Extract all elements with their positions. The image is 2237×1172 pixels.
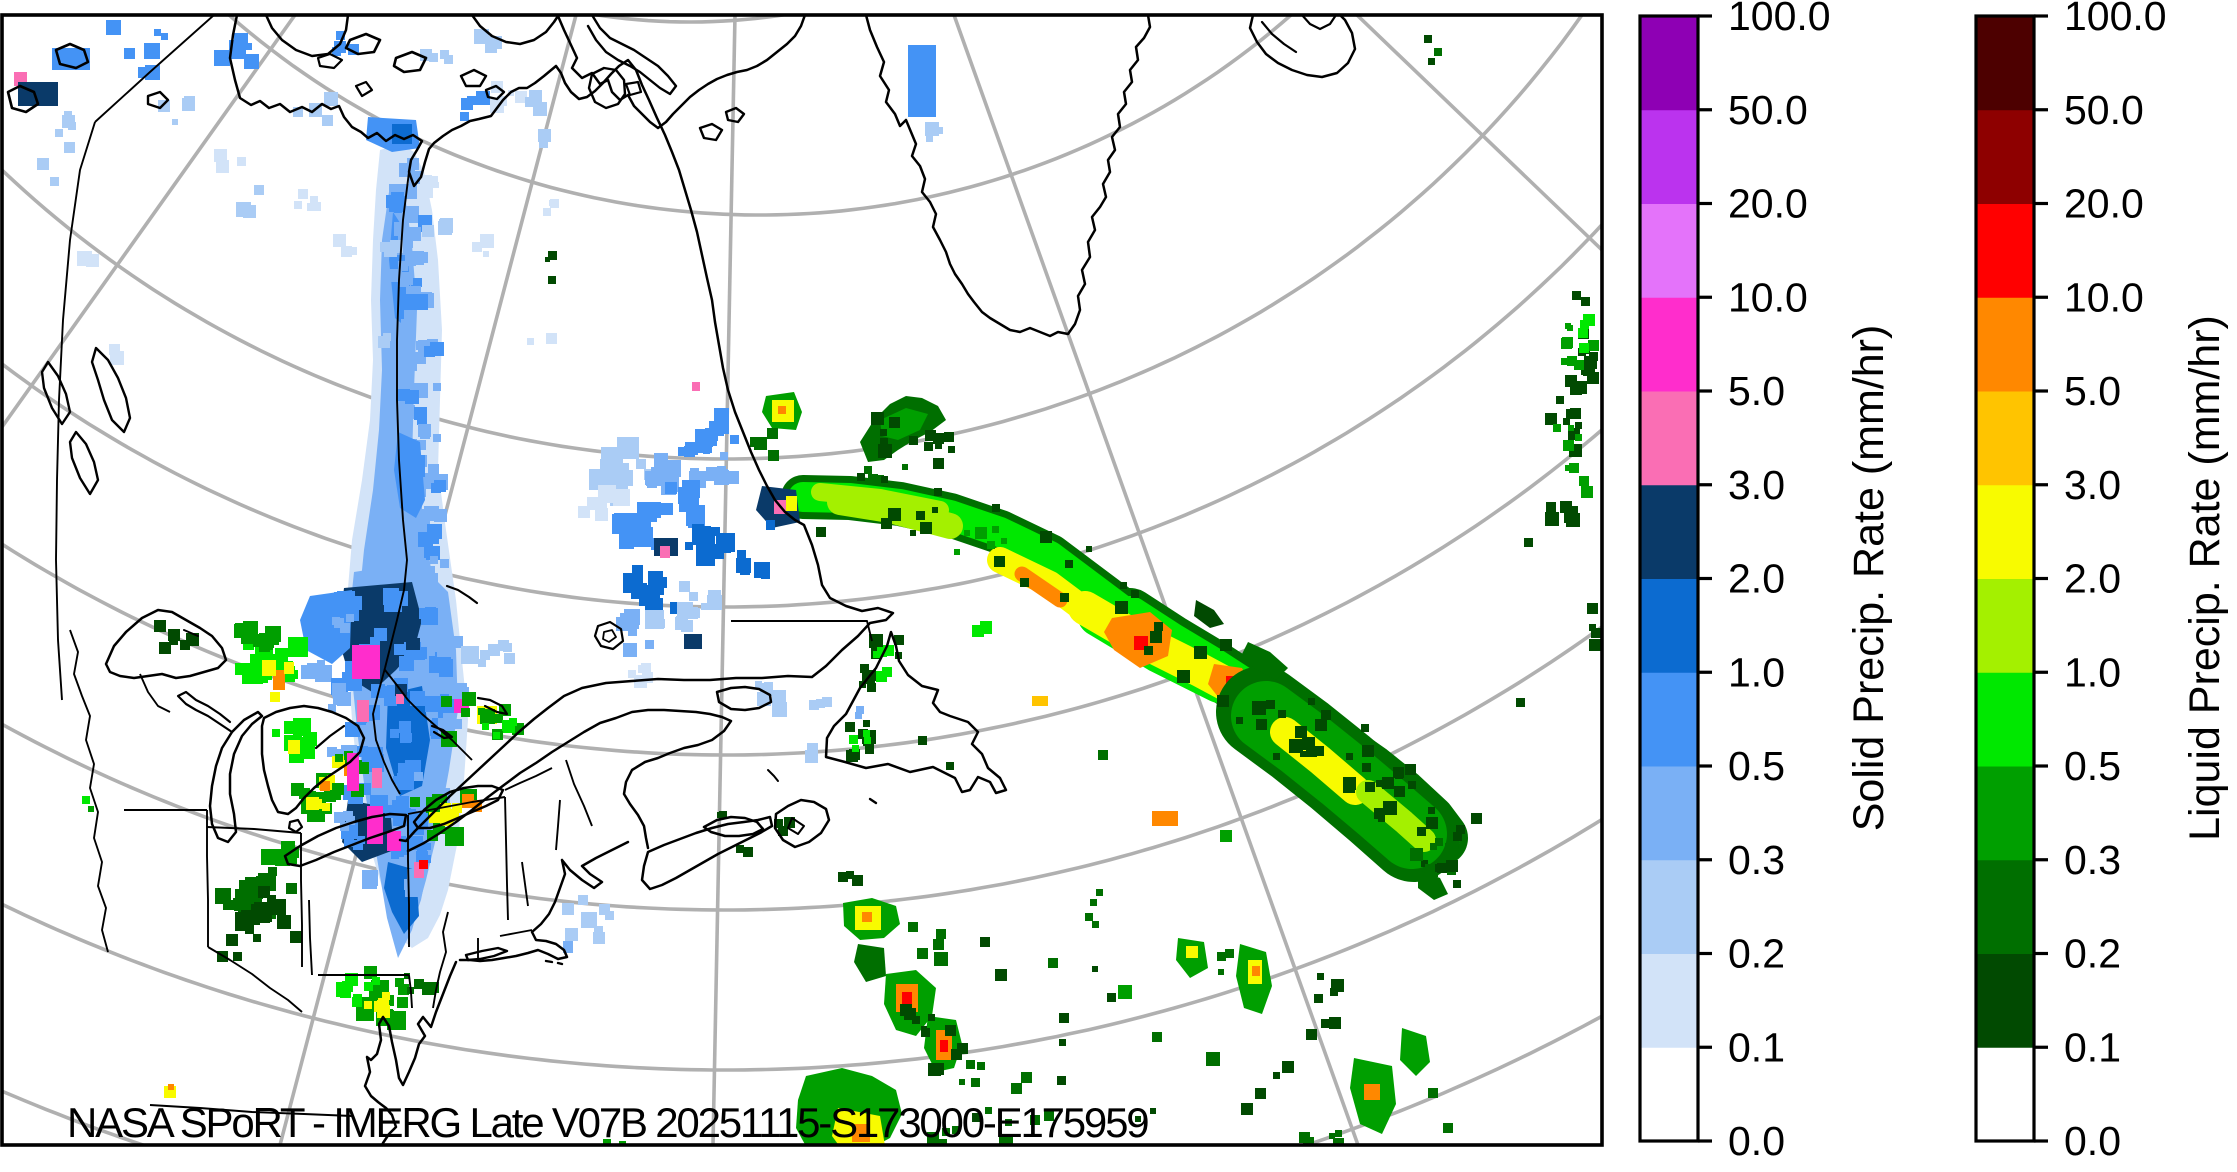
svg-text:0.5: 0.5 xyxy=(1728,743,1785,789)
svg-text:20.0: 20.0 xyxy=(2064,181,2144,227)
svg-text:5.0: 5.0 xyxy=(2064,368,2121,414)
svg-text:Solid Precip. Rate (mm/hr): Solid Precip. Rate (mm/hr) xyxy=(1845,325,1893,832)
svg-text:0.0: 0.0 xyxy=(2064,1118,2121,1164)
svg-text:2.0: 2.0 xyxy=(2064,556,2121,602)
svg-text:0.1: 0.1 xyxy=(2064,1024,2121,1070)
svg-text:1.0: 1.0 xyxy=(1728,649,1785,695)
svg-text:3.0: 3.0 xyxy=(2064,462,2121,508)
svg-text:0.0: 0.0 xyxy=(1728,1118,1785,1164)
svg-text:100.0: 100.0 xyxy=(2064,0,2167,39)
svg-text:0.2: 0.2 xyxy=(2064,931,2121,977)
svg-text:50.0: 50.0 xyxy=(2064,87,2144,133)
svg-text:20.0: 20.0 xyxy=(1728,181,1808,227)
svg-text:5.0: 5.0 xyxy=(1728,368,1785,414)
svg-text:10.0: 10.0 xyxy=(1728,274,1808,320)
svg-text:100.0: 100.0 xyxy=(1728,0,1831,39)
svg-text:50.0: 50.0 xyxy=(1728,87,1808,133)
svg-text:0.5: 0.5 xyxy=(2064,743,2121,789)
svg-text:NASA SPoRT - IMERG Late V07B 2: NASA SPoRT - IMERG Late V07B 20251115-S1… xyxy=(67,1099,1148,1146)
svg-text:0.3: 0.3 xyxy=(1728,837,1785,883)
svg-text:0.2: 0.2 xyxy=(1728,931,1785,977)
svg-text:2.0: 2.0 xyxy=(1728,556,1785,602)
svg-text:0.3: 0.3 xyxy=(2064,837,2121,883)
svg-text:0.1: 0.1 xyxy=(1728,1024,1785,1070)
svg-text:3.0: 3.0 xyxy=(1728,462,1785,508)
svg-text:10.0: 10.0 xyxy=(2064,274,2144,320)
svg-text:1.0: 1.0 xyxy=(2064,649,2121,695)
svg-text:Liquid Precip. Rate (mm/hr): Liquid Precip. Rate (mm/hr) xyxy=(2181,315,2229,841)
